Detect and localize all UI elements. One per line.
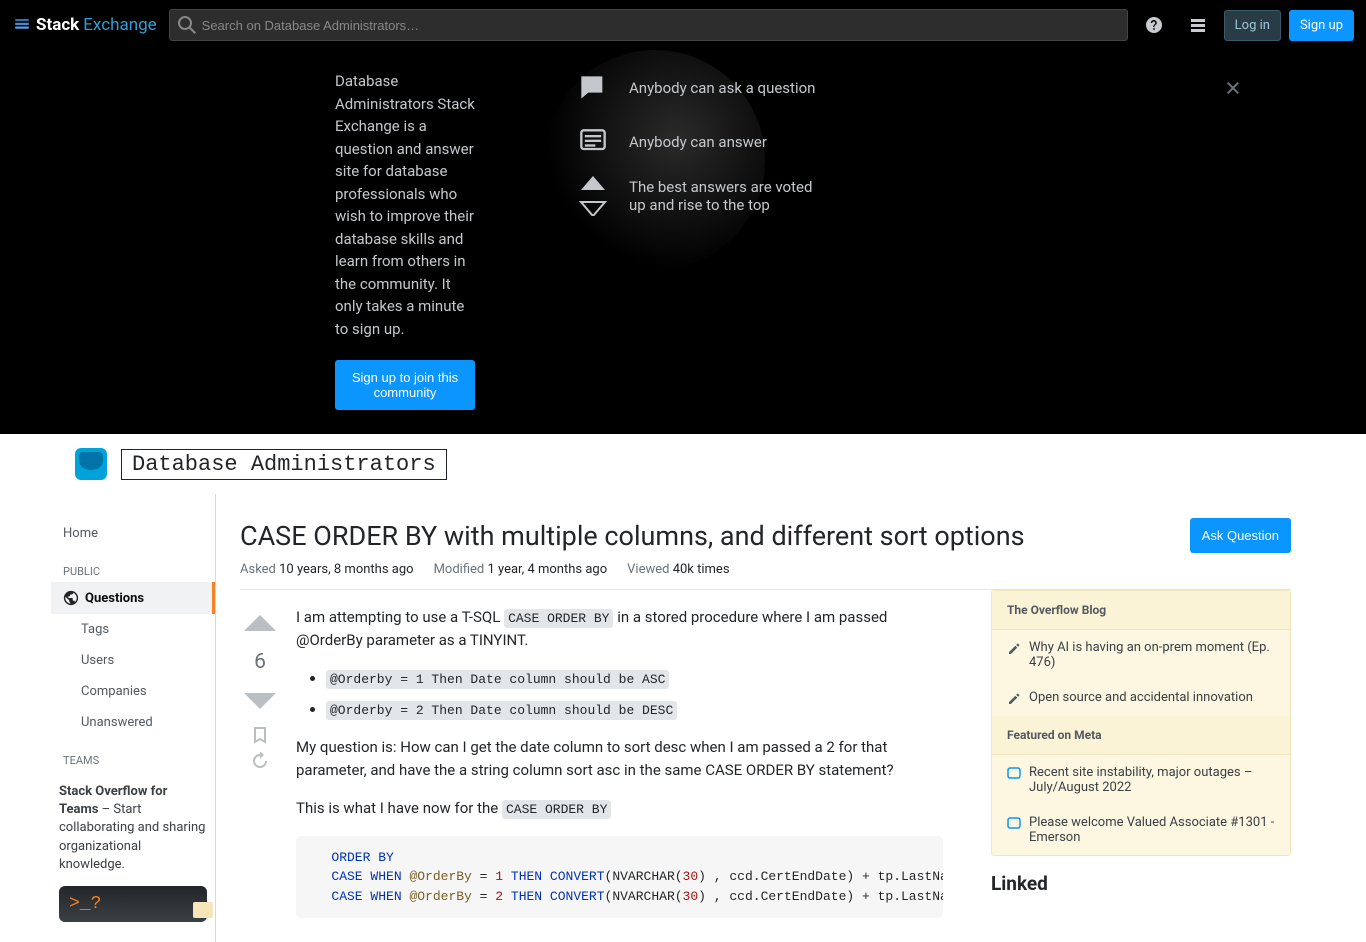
ask-question-button[interactable]: Ask Question xyxy=(1190,518,1291,553)
question-title: CASE ORDER BY with multiple columns, and… xyxy=(240,518,1025,554)
vote-cell: 6 xyxy=(240,606,280,918)
pencil-icon xyxy=(1007,642,1021,656)
main-content: CASE ORDER BY with multiple columns, and… xyxy=(215,494,1315,942)
communities-icon[interactable] xyxy=(1180,7,1216,43)
logo-text-light: Exchange xyxy=(83,15,156,35)
vote-score: 6 xyxy=(254,650,266,674)
nav-section-teams: TEAMS xyxy=(51,738,215,771)
feature-ask: Anybody can ask a question xyxy=(575,70,1291,106)
login-button[interactable]: Log in xyxy=(1224,10,1281,41)
nav-unanswered[interactable]: Unanswered xyxy=(51,707,215,738)
question-meta: Asked 10 years, 8 months ago Modified 1 … xyxy=(240,562,1291,590)
logo-text-bold: Stack xyxy=(36,15,79,35)
nav-home[interactable]: Home xyxy=(51,518,215,549)
stackexchange-icon xyxy=(12,16,32,34)
site-title[interactable]: Database Administrators xyxy=(121,449,447,480)
nav-questions[interactable]: Questions xyxy=(51,582,215,614)
teams-promo: Stack Overflow for Teams – Start collabo… xyxy=(59,783,207,874)
meta-link[interactable]: Please welcome Valued Associate #1301 - … xyxy=(992,805,1290,855)
answer-icon xyxy=(575,124,611,160)
bookmark-icon[interactable] xyxy=(251,726,269,744)
chat-icon xyxy=(575,70,611,106)
pencil-icon xyxy=(1007,692,1021,706)
nav-companies[interactable]: Companies xyxy=(51,676,215,707)
left-sidebar: Home PUBLIC Questions Tags Users Compani… xyxy=(51,494,215,942)
stackexchange-logo[interactable]: StackExchange xyxy=(12,15,157,35)
list-item: @Orderby = 1 Then Date column should be … xyxy=(326,670,669,689)
search-input[interactable] xyxy=(202,18,1119,33)
feature-vote: The best answers are voted up and rise t… xyxy=(575,178,1291,214)
nav-tags[interactable]: Tags xyxy=(51,614,215,645)
help-icon[interactable] xyxy=(1136,7,1172,43)
blog-link[interactable]: Open source and accidental innovation xyxy=(992,680,1290,716)
search-icon xyxy=(178,16,196,34)
join-community-button[interactable]: Sign up to join this community xyxy=(335,360,475,410)
right-sidebar: The Overflow Blog Why AI is having an on… xyxy=(991,590,1291,918)
search-box[interactable] xyxy=(169,9,1128,41)
speech-bubble-icon xyxy=(193,902,213,918)
feature-answer: Anybody can answer xyxy=(575,124,1291,160)
list-item: @Orderby = 2 Then Date column should be … xyxy=(326,701,677,720)
hero-description: Database Administrators Stack Exchange i… xyxy=(335,70,475,340)
teams-card[interactable]: >_? xyxy=(59,886,207,922)
downvote-icon[interactable] xyxy=(242,682,278,718)
post-body: I am attempting to use a T-SQL CASE ORDE… xyxy=(296,606,943,918)
upvote-icon[interactable] xyxy=(242,606,278,642)
hero-banner: Database Administrators Stack Exchange i… xyxy=(0,50,1366,434)
nav-users[interactable]: Users xyxy=(51,645,215,676)
meta-icon xyxy=(1007,767,1021,781)
nav-section-public: PUBLIC xyxy=(51,549,215,582)
meta-icon xyxy=(1007,817,1021,831)
site-icon[interactable] xyxy=(75,448,107,480)
overflow-blog-widget: The Overflow Blog Why AI is having an on… xyxy=(991,590,1291,856)
code-block: ORDER BY CASE WHEN @OrderBy = 1 THEN CON… xyxy=(296,836,943,919)
blog-link[interactable]: Why AI is having an on-prem moment (Ep. … xyxy=(992,630,1290,680)
topbar: StackExchange Log in Sign up xyxy=(0,0,1366,50)
site-header: Database Administrators xyxy=(51,434,1315,494)
linked-header: Linked xyxy=(991,872,1291,895)
vote-icon xyxy=(575,178,611,214)
meta-link[interactable]: Recent site instability, major outages –… xyxy=(992,755,1290,805)
signup-button[interactable]: Sign up xyxy=(1289,10,1354,41)
globe-icon xyxy=(63,590,79,606)
